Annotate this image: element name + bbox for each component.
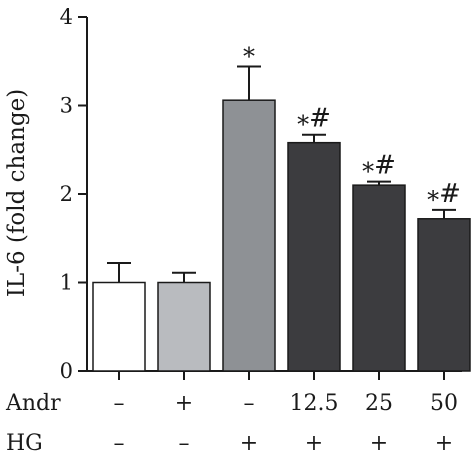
condition-value: + xyxy=(435,431,453,456)
y-tick-label: 3 xyxy=(60,94,73,118)
significance-label: * xyxy=(243,43,255,71)
significance-label: *# xyxy=(297,104,331,139)
condition-value: + xyxy=(305,431,323,456)
y-tick-label: 1 xyxy=(60,271,73,295)
condition-row-label: Andr xyxy=(5,391,61,416)
bar xyxy=(417,218,471,372)
plot-area: 0 1 2 3 4 * *# *# *# Andr – + – 12.5 25 50 HG – – + + + + xyxy=(5,5,471,456)
y-axis-label: IL-6 (fold change) xyxy=(4,89,30,297)
condition-value: 50 xyxy=(430,391,458,416)
bar xyxy=(287,141,341,372)
y-tick-label: 2 xyxy=(60,182,73,206)
condition-value: + xyxy=(240,431,258,456)
bar xyxy=(222,99,276,372)
condition-row-label: HG xyxy=(6,431,43,456)
condition-value: – xyxy=(114,431,125,456)
condition-value: – xyxy=(114,391,125,416)
bar xyxy=(157,281,211,372)
significance-label: *# xyxy=(427,179,461,214)
condition-value: + xyxy=(370,431,388,456)
condition-value: 25 xyxy=(365,391,393,416)
y-tick-label: 4 xyxy=(60,5,73,29)
condition-value: – xyxy=(179,431,190,456)
y-tick-label: 0 xyxy=(60,359,73,383)
significance-label: *# xyxy=(362,151,396,186)
bar xyxy=(92,281,146,372)
bar xyxy=(352,184,406,372)
condition-value: + xyxy=(175,391,193,416)
condition-value: 12.5 xyxy=(290,391,339,416)
condition-value: – xyxy=(244,391,255,416)
